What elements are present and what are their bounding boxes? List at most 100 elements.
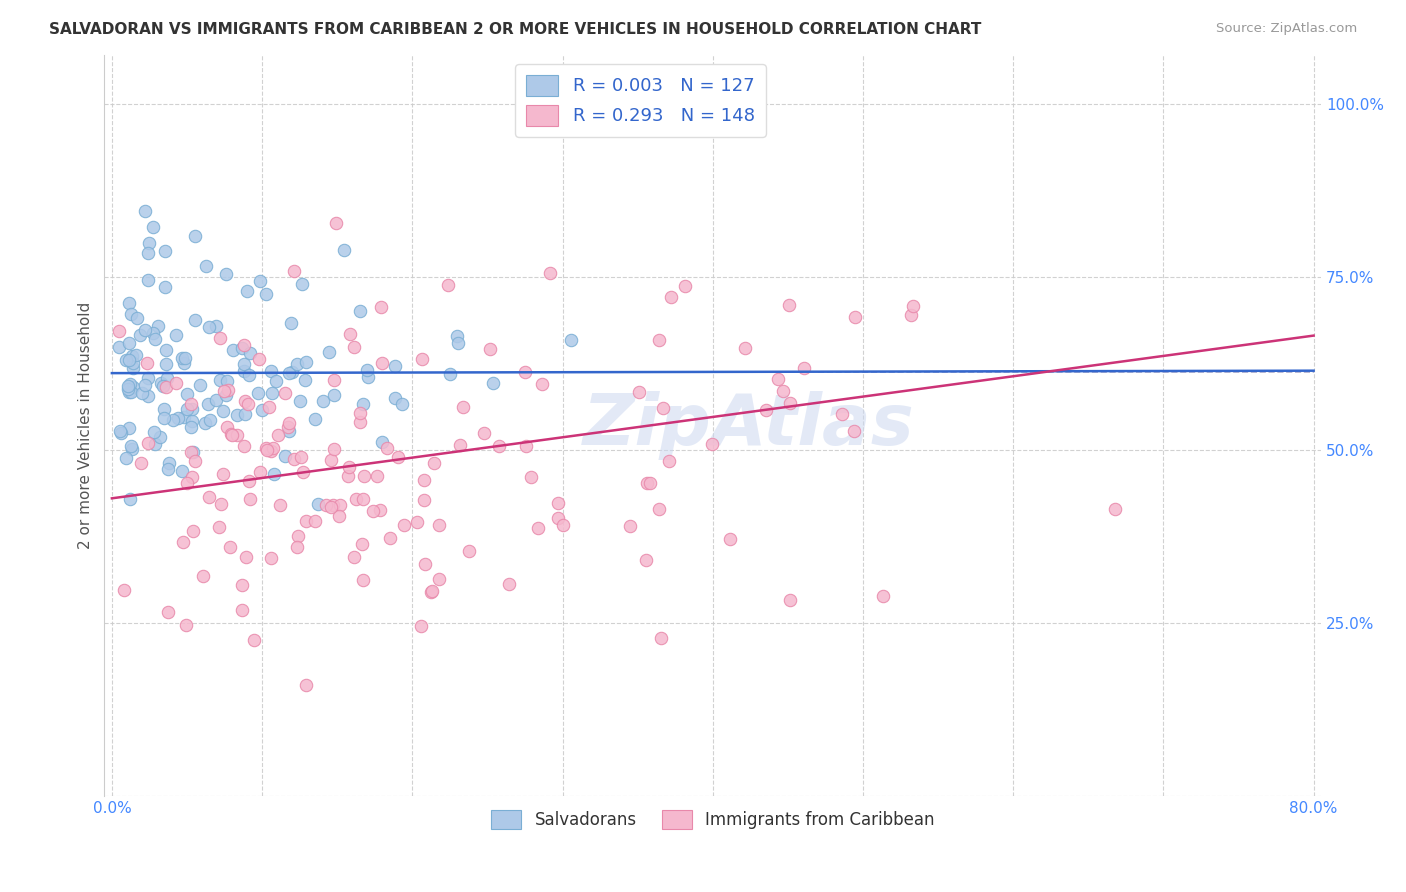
Point [634,553,657,567]
Point [352,537,374,551]
Point [194,416,217,430]
Point [650,631,672,645]
Point [263,467,285,482]
Point [180,414,202,428]
Point [165,327,187,342]
Point [291,277,314,292]
Point [661,290,683,304]
Point [153,280,176,294]
Point [349,304,371,318]
Point [619,518,641,533]
Point [184,229,207,244]
Point [236,284,259,298]
Point [135,356,157,370]
Point [219,426,242,441]
Point [198,319,221,334]
Point [472,425,495,440]
Point [370,434,392,449]
Point [221,428,243,442]
Point [283,264,305,278]
Point [215,420,238,434]
Point [232,357,254,371]
Point [110,425,132,440]
Point [138,246,160,260]
Point [162,413,184,427]
Point [371,356,394,370]
Point [651,401,673,415]
Point [1104,502,1126,516]
Point [170,464,193,478]
Point [142,219,165,234]
Point [118,491,141,506]
Point [118,385,141,400]
Point [488,439,510,453]
Point [772,384,794,399]
Point [118,420,141,434]
Point [277,366,299,380]
Point [658,454,681,468]
Point [236,397,259,411]
Point [409,619,432,633]
Point [256,442,278,457]
Point [406,516,429,530]
Point [288,394,311,409]
Point [231,603,253,617]
Point [323,442,346,457]
Point [254,286,277,301]
Point [172,535,194,549]
Point [269,498,291,512]
Point [315,498,337,512]
Point [138,236,160,251]
Point [343,549,366,564]
Point [173,410,195,425]
Point [329,498,352,512]
Point [239,346,262,360]
Point [174,351,197,365]
Point [778,298,800,312]
Point [278,417,301,431]
Point [337,459,360,474]
Point [283,451,305,466]
Point [143,425,166,440]
Point [901,299,924,313]
Point [232,439,254,453]
Point [332,243,354,257]
Point [153,411,176,425]
Point [755,403,778,417]
Point [413,473,436,487]
Point [176,475,198,490]
Point [446,328,468,343]
Point [419,585,441,599]
Point [734,341,756,355]
Point [204,393,226,408]
Point [779,592,801,607]
Point [155,343,177,357]
Point [108,424,131,438]
Point [384,391,406,405]
Point [343,340,366,354]
Point [108,324,131,338]
Point [446,336,468,351]
Point [233,394,256,409]
Point [155,380,177,394]
Point [307,497,329,511]
Point [277,425,299,439]
Point [250,403,273,417]
Point [384,359,406,373]
Point [513,366,536,380]
Point [243,632,266,647]
Point [117,379,139,393]
Point [215,375,238,389]
Point [217,383,239,397]
Point [181,402,204,417]
Point [166,410,188,425]
Point [181,524,204,538]
Point [165,376,187,390]
Point [357,370,380,384]
Point [547,496,569,510]
Point [174,617,197,632]
Point [375,441,398,455]
Point [391,396,413,410]
Point [312,394,335,409]
Point [290,450,312,465]
